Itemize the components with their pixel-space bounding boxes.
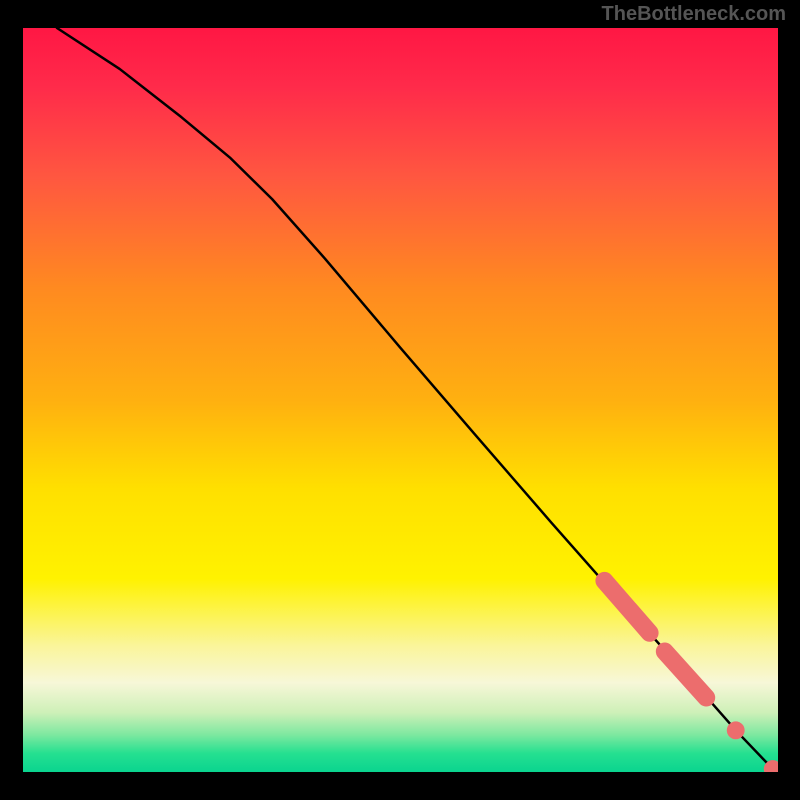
marker-cluster-1 bbox=[665, 651, 707, 697]
chart-plot-area bbox=[20, 25, 781, 775]
marker-cluster-0 bbox=[604, 581, 649, 633]
marker-dot-0 bbox=[727, 721, 745, 739]
watermark-text: TheBottleneck.com bbox=[602, 3, 786, 26]
chart-curve-layer bbox=[23, 28, 778, 772]
